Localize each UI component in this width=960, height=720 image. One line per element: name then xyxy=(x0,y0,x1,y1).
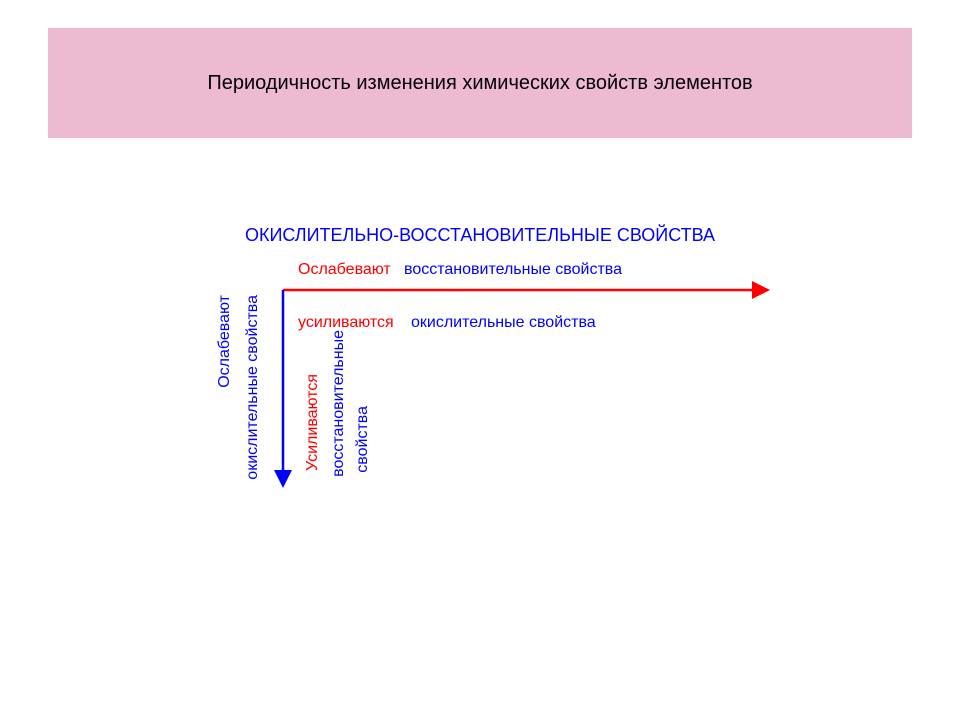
label-v-col5: свойства xyxy=(354,406,372,473)
section-title: ОКИСЛИТЕЛЬНО-ВОССТАНОВИТЕЛЬНЫЕ СВОЙСТВА xyxy=(0,225,960,246)
label-h-bottom-right: окислительные свойства xyxy=(411,314,596,332)
header-box: Периодичность изменения химических свойс… xyxy=(48,28,912,138)
horizontal-arrow xyxy=(283,281,770,299)
label-h-top-left: Ослабевают xyxy=(298,261,391,279)
label-v-col3: Усиливаются xyxy=(304,374,322,471)
header-title: Периодичность изменения химических свойс… xyxy=(207,72,752,95)
label-v-col2: окислительные свойства xyxy=(244,295,262,480)
label-v-col4: восстановительные xyxy=(330,330,348,477)
label-v-col1: Ослабевают xyxy=(216,295,234,388)
label-h-top-right: восстановительные свойства xyxy=(404,261,622,279)
vertical-arrow xyxy=(274,290,292,488)
